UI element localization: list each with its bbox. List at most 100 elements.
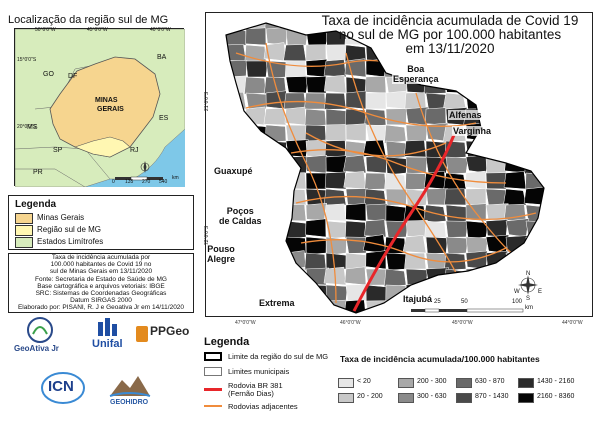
inset-map: 50°0'0"W 45°0'0"W 40°0'0"W 15°0'0"S 20°0… bbox=[14, 27, 185, 187]
city-label-line: Alegre bbox=[207, 254, 236, 264]
municipality-polygon bbox=[546, 187, 568, 205]
municipality-polygon bbox=[304, 108, 327, 127]
main-coord-left-1: 21°0'0"S bbox=[204, 91, 210, 111]
municipality-polygon bbox=[566, 77, 589, 93]
compass-e: E bbox=[538, 289, 543, 295]
municipality-polygon bbox=[564, 237, 586, 253]
municipality-polygon bbox=[325, 124, 347, 142]
credits-line: Fonte: Secretaria de Estado de Saúde de … bbox=[35, 275, 167, 283]
city-label-guaxupe: Guaxupé bbox=[213, 166, 254, 176]
municipality-polygon bbox=[566, 123, 586, 141]
inset-title: Localização da região sul de MG bbox=[8, 14, 169, 26]
city-label-varginha: Varginha bbox=[452, 126, 493, 136]
main-coord-bottom-3: 45°0'0"W bbox=[452, 320, 473, 326]
city-label-alfenas: Alfenas bbox=[448, 110, 483, 120]
municipality-polygon bbox=[245, 60, 268, 78]
municipality-polygon bbox=[505, 90, 527, 110]
main-coord-bottom-2: 46°0'0"W bbox=[340, 320, 361, 326]
municipality-polygon bbox=[505, 268, 527, 286]
municipality-polygon bbox=[226, 300, 248, 313]
municipality-polygon bbox=[385, 140, 409, 160]
municipality-polygon bbox=[206, 317, 227, 318]
inset-scale-2: 270 bbox=[142, 179, 151, 185]
municipality-polygon bbox=[285, 124, 309, 142]
class-swatch bbox=[338, 378, 354, 388]
municipality-polygon bbox=[485, 268, 507, 287]
municipality-polygon bbox=[304, 92, 327, 110]
legend-label-estados-limitrofes: Estados Limítrofes bbox=[37, 237, 104, 246]
municipality-polygon bbox=[265, 90, 287, 110]
class-label: < 20 bbox=[357, 378, 371, 385]
municipality-polygon bbox=[445, 204, 468, 224]
municipality-polygon bbox=[226, 268, 247, 287]
credits-line: SRC: Sistemas de Coordenadas Geográficas bbox=[35, 290, 167, 298]
city-label-line: Boa bbox=[407, 64, 425, 74]
municipality-polygon bbox=[586, 203, 594, 221]
municipality-polygon bbox=[445, 315, 466, 318]
municipality-polygon bbox=[284, 188, 307, 206]
municipality-polygon bbox=[566, 253, 588, 269]
municipality-polygon bbox=[344, 266, 367, 286]
compass-s: S bbox=[526, 296, 531, 302]
municipality-polygon bbox=[285, 76, 309, 94]
municipality-polygon bbox=[523, 252, 544, 272]
credits-line: Datum SIRGAS 2000 bbox=[70, 297, 132, 305]
municipality-polygon bbox=[564, 205, 586, 221]
municipality-polygon bbox=[364, 317, 386, 318]
class-swatch bbox=[398, 393, 414, 403]
municipality-polygon bbox=[546, 91, 567, 109]
municipality-polygon bbox=[223, 317, 246, 318]
inset-scale-1: 135 bbox=[125, 179, 134, 185]
class-swatch bbox=[518, 393, 534, 403]
municipality-polygon bbox=[365, 203, 388, 222]
municipality-polygon bbox=[505, 218, 530, 238]
legend-symbol-adjacent-roads bbox=[204, 405, 222, 407]
class-label: 300 - 630 bbox=[417, 393, 447, 400]
municipality-polygon bbox=[485, 234, 510, 254]
municipality-polygon bbox=[546, 267, 568, 285]
swatch-estados-limitrofes bbox=[15, 237, 33, 248]
municipality-polygon bbox=[425, 267, 450, 286]
municipality-polygon bbox=[566, 91, 587, 109]
class-label: 1430 - 2160 bbox=[537, 378, 575, 385]
class-swatch bbox=[398, 378, 414, 388]
municipality-polygon bbox=[445, 156, 469, 175]
municipality-polygon bbox=[265, 140, 287, 159]
municipality-polygon bbox=[364, 75, 387, 94]
compass-w: W bbox=[514, 289, 520, 295]
municipality-polygon bbox=[586, 269, 594, 285]
inset-coord-left-2: 20°0'0"S bbox=[17, 124, 37, 130]
inset-legend: Legenda Minas Gerais Região sul de MG Es… bbox=[8, 195, 194, 250]
municipality-polygon bbox=[526, 316, 549, 318]
municipality-polygon bbox=[522, 58, 544, 78]
main-scale-unit: km bbox=[525, 305, 533, 311]
municipality-polygon bbox=[586, 173, 594, 191]
municipality-polygon bbox=[365, 284, 387, 304]
municipality-polygon bbox=[323, 203, 347, 222]
municipality-polygon bbox=[505, 138, 530, 158]
municipality-polygon bbox=[586, 317, 594, 318]
municipality-polygon bbox=[566, 219, 587, 237]
class-swatch bbox=[338, 393, 354, 403]
inset-coord-left-1: 15°0'0"S bbox=[17, 57, 37, 63]
municipality-polygon bbox=[445, 75, 467, 94]
geoativa-logo-text: GeoAtiva Jr bbox=[14, 344, 59, 353]
municipality-polygon bbox=[244, 315, 266, 318]
municipality-polygon bbox=[365, 92, 387, 110]
municipality-polygon bbox=[465, 188, 487, 206]
state-label-ba: BA bbox=[157, 54, 167, 61]
municipality-polygon bbox=[525, 236, 544, 254]
city-label-extrema: Extrema bbox=[258, 298, 296, 308]
municipality-polygon bbox=[265, 124, 287, 143]
municipality-polygon bbox=[564, 155, 586, 173]
municipality-polygon bbox=[265, 26, 288, 46]
class-label: 2160 - 8360 bbox=[537, 393, 575, 400]
class-label: 630 - 870 bbox=[475, 378, 505, 385]
municipality-polygon bbox=[226, 44, 247, 62]
municipality-polygon bbox=[263, 107, 287, 126]
mg-label-line2: GERAIS bbox=[97, 106, 124, 113]
municipality-polygon bbox=[584, 92, 594, 109]
municipality-polygon bbox=[546, 61, 566, 77]
main-coord-left-2: 22°0'0"S bbox=[204, 225, 210, 245]
municipality-polygon bbox=[346, 315, 368, 318]
